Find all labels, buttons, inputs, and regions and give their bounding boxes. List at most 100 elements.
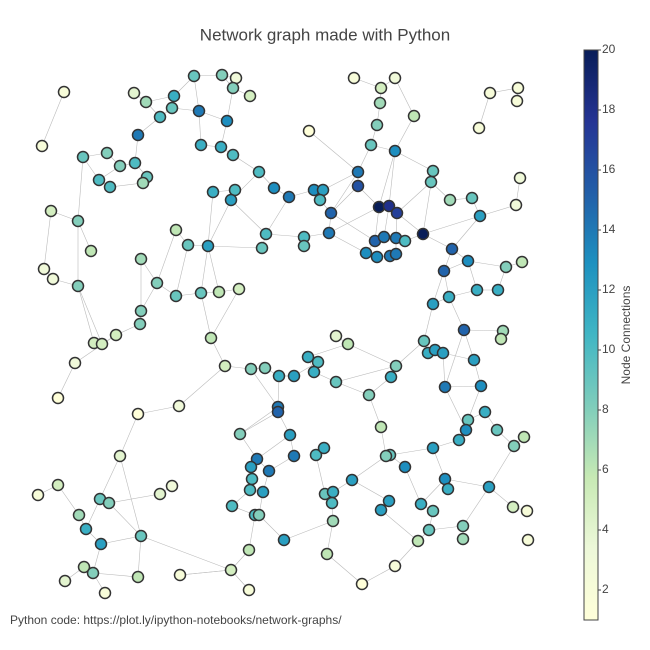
node: [77, 560, 91, 574]
edge: [395, 340, 425, 367]
node: [398, 460, 412, 474]
edge: [239, 411, 279, 435]
node: [426, 441, 440, 455]
node: [511, 81, 525, 95]
node: [513, 171, 527, 185]
node: [37, 262, 51, 276]
node: [461, 413, 475, 427]
edge: [389, 447, 434, 456]
edge: [388, 150, 396, 207]
node: [79, 522, 93, 536]
node: [245, 472, 259, 486]
node: [98, 586, 112, 600]
edge: [444, 329, 465, 388]
node: [472, 121, 486, 135]
colorbar-tick-label: 14: [602, 222, 616, 236]
node: [507, 439, 521, 453]
node: [491, 283, 505, 297]
node: [456, 519, 470, 533]
node: [520, 504, 534, 518]
node: [326, 485, 340, 499]
node: [153, 110, 167, 124]
node: [173, 568, 187, 582]
node: [94, 537, 108, 551]
node: [422, 523, 436, 537]
node: [214, 140, 228, 154]
node: [271, 405, 285, 419]
node: [301, 350, 315, 364]
edge: [43, 210, 52, 270]
node: [258, 361, 272, 375]
node: [282, 190, 296, 204]
node: [244, 460, 258, 474]
edge: [137, 535, 142, 578]
node: [362, 388, 376, 402]
edge: [265, 233, 305, 238]
node: [84, 244, 98, 258]
node: [131, 407, 145, 421]
node: [215, 68, 229, 82]
edge: [92, 572, 139, 578]
node: [139, 95, 153, 109]
edge: [210, 288, 240, 339]
edge: [328, 232, 367, 254]
node: [517, 430, 531, 444]
node: [510, 94, 524, 108]
edge: [41, 91, 65, 147]
edge: [330, 171, 359, 214]
node: [325, 496, 339, 510]
node: [414, 497, 428, 511]
node: [478, 405, 492, 419]
node: [382, 494, 396, 508]
node: [456, 532, 470, 546]
node: [72, 508, 86, 522]
node: [307, 365, 321, 379]
edge: [175, 244, 189, 297]
edge: [108, 502, 142, 537]
nodes: [31, 68, 535, 600]
node: [313, 193, 327, 207]
node: [388, 144, 402, 158]
node: [355, 577, 369, 591]
node: [181, 238, 195, 252]
node: [113, 449, 127, 463]
node: [459, 423, 473, 437]
node: [71, 214, 85, 228]
node: [426, 164, 440, 178]
node: [224, 563, 238, 577]
node: [407, 109, 421, 123]
node: [233, 427, 247, 441]
node: [324, 206, 338, 220]
node: [262, 464, 276, 478]
node: [165, 101, 179, 115]
edge: [250, 368, 279, 408]
node: [388, 71, 402, 85]
node: [351, 179, 365, 193]
colorbar-tick-label: 6: [602, 462, 609, 476]
node: [426, 504, 440, 518]
node: [329, 329, 343, 343]
node: [86, 566, 100, 580]
node: [470, 283, 484, 297]
node: [351, 165, 365, 179]
edge: [488, 445, 515, 488]
node: [134, 304, 148, 318]
edge: [119, 455, 142, 537]
edge: [207, 245, 220, 293]
node: [71, 279, 85, 293]
colorbar-tick-label: 18: [602, 102, 616, 116]
node: [283, 428, 297, 442]
node: [382, 199, 396, 213]
node: [377, 230, 391, 244]
node: [133, 317, 147, 331]
node: [374, 503, 388, 517]
edge: [322, 171, 359, 191]
node: [424, 175, 438, 189]
node: [309, 448, 323, 462]
node: [243, 483, 257, 497]
node: [31, 488, 45, 502]
edge: [351, 479, 390, 502]
colorbar-tick-label: 2: [602, 582, 609, 596]
node: [345, 473, 359, 487]
